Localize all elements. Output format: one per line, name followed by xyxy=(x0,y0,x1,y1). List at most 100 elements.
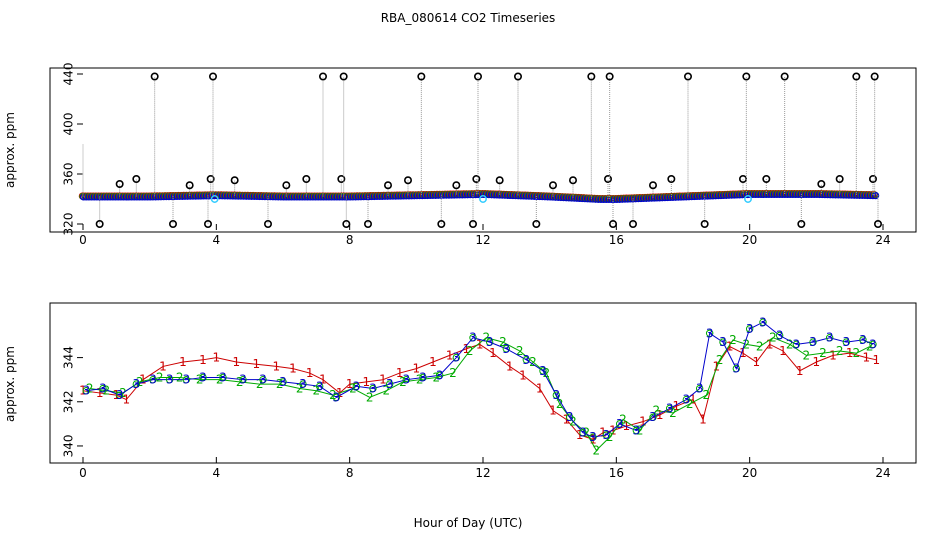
level-3-point: 3 xyxy=(199,370,207,384)
level-3-point: 3 xyxy=(809,335,817,349)
level-circle xyxy=(199,373,207,382)
level-circle xyxy=(219,373,227,382)
level-2-point: 2 xyxy=(176,370,184,384)
spike-point xyxy=(282,181,291,190)
level-circle xyxy=(859,336,867,344)
spike-point xyxy=(342,220,351,229)
level-1-point: 1 xyxy=(379,373,387,387)
level-2-point: 2 xyxy=(313,384,321,398)
level-2-point: 2 xyxy=(619,412,627,426)
level-1-point: 1 xyxy=(429,355,437,369)
spike-point xyxy=(628,220,637,229)
level-2-point: 2 xyxy=(593,443,601,457)
level-3-point: 3 xyxy=(589,430,597,444)
level-1-point: 1 xyxy=(589,432,597,446)
level-circle xyxy=(352,382,361,391)
cyan-point xyxy=(744,195,752,203)
level-3-point: 3 xyxy=(869,337,877,351)
level-1-point: 1 xyxy=(213,351,221,365)
spike-point xyxy=(797,220,806,229)
level-circle xyxy=(299,380,307,388)
level-1-point: 1 xyxy=(726,340,734,354)
level-1-point: 1 xyxy=(813,355,821,369)
level-1-point: 1 xyxy=(536,382,544,396)
level-2-point: 2 xyxy=(606,430,614,444)
level-2-point: 2 xyxy=(366,390,374,404)
spike-point xyxy=(762,175,771,184)
level-2-point: 2 xyxy=(86,382,94,396)
plot-frame-top xyxy=(49,67,917,233)
level-1-point: 1 xyxy=(159,359,167,373)
level-line xyxy=(82,343,877,440)
level-1-point: 1 xyxy=(689,393,697,407)
level-3-point: 3 xyxy=(279,375,287,389)
level-2-point: 2 xyxy=(803,348,811,362)
level-circle xyxy=(522,356,531,364)
y-tick-label: 320 xyxy=(62,213,76,236)
level-3-point: 3 xyxy=(683,393,691,407)
spike-point xyxy=(132,175,141,184)
level-2-point: 2 xyxy=(529,355,537,369)
cyan-point xyxy=(210,195,219,203)
x-tick-label: 20 xyxy=(742,233,757,247)
level-3-point: 3 xyxy=(149,373,157,387)
level-2-point: 2 xyxy=(686,397,694,411)
level-2-point: 2 xyxy=(866,340,874,354)
spike-point xyxy=(363,220,372,229)
level-2-point: 2 xyxy=(769,331,777,345)
spike-point xyxy=(383,181,392,190)
level-2-point: 2 xyxy=(729,333,737,347)
level-3-point: 3 xyxy=(166,373,174,387)
level-1-point: 1 xyxy=(609,423,617,437)
spike-point xyxy=(472,175,481,184)
level-1-point: 1 xyxy=(463,342,471,356)
spike-point xyxy=(495,176,504,185)
spike-point xyxy=(780,72,789,81)
level-3-point: 3 xyxy=(386,377,394,391)
level-circle xyxy=(182,375,191,384)
spike-point xyxy=(648,181,657,190)
x-tick-label: 0 xyxy=(79,233,87,247)
level-3-point: 3 xyxy=(299,377,307,391)
level-circle xyxy=(132,380,141,388)
level-circle xyxy=(485,338,494,346)
level-2-point: 2 xyxy=(399,375,407,389)
level-3-point: 3 xyxy=(666,401,674,415)
level-1-point: 1 xyxy=(576,428,584,442)
level-3-point: 3 xyxy=(719,335,727,349)
level-circle xyxy=(165,375,174,384)
level-1-point: 1 xyxy=(519,368,527,382)
level-3-point: 3 xyxy=(696,382,704,396)
level-3-point: 3 xyxy=(616,417,624,431)
y-tick-label: 360 xyxy=(62,163,76,186)
level-circle xyxy=(775,331,784,340)
spike-point xyxy=(667,175,676,184)
level-circle xyxy=(589,433,597,441)
spike-point xyxy=(115,180,124,189)
level-1-point: 1 xyxy=(489,346,497,360)
level-3-point: 3 xyxy=(579,426,587,440)
spike-point xyxy=(513,72,522,81)
level-3-point: 3 xyxy=(436,368,444,382)
spike-point xyxy=(209,72,218,81)
level-1-point: 1 xyxy=(363,375,371,389)
level-circle xyxy=(695,384,704,393)
level-3-point: 3 xyxy=(133,377,141,391)
level-2-point: 2 xyxy=(196,373,204,387)
level-circle xyxy=(809,338,817,346)
spike-point xyxy=(568,176,577,185)
x-tick-label: 16 xyxy=(609,233,624,247)
level-3-point: 3 xyxy=(553,388,561,402)
level-1-point: 1 xyxy=(846,346,854,360)
level-3-point: 3 xyxy=(403,373,411,387)
level-circle xyxy=(602,431,611,439)
x-axis-label: Hour of Day (UTC) xyxy=(414,516,523,530)
level-circle xyxy=(615,420,624,428)
spike-point xyxy=(608,220,617,229)
level-circle xyxy=(842,338,851,346)
spike-point xyxy=(204,220,213,229)
spike-point xyxy=(738,175,747,184)
level-3-point: 3 xyxy=(469,331,477,345)
level-2-point: 2 xyxy=(296,382,304,396)
level-1-point: 1 xyxy=(673,399,681,413)
